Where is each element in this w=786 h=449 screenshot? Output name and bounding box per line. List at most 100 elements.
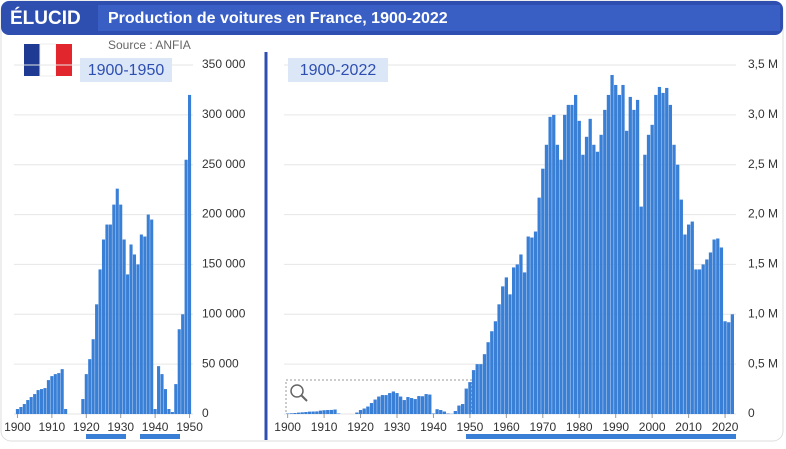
bar [136,264,139,414]
y-tick-label: 0,5 M [748,356,778,370]
bar [421,396,424,414]
x-tick-label: 1980 [566,420,593,434]
bar [105,225,108,414]
bar [490,331,493,414]
bar [603,110,606,414]
x-tick-label: 1950 [457,420,484,434]
bar [486,342,489,414]
bar [618,95,621,414]
bar [428,395,431,414]
bar [185,160,188,414]
bar [399,397,402,414]
bar [116,189,119,414]
bar [181,314,184,414]
bar [64,409,67,414]
bar [527,237,530,414]
bar [414,399,417,414]
bar [599,135,602,414]
bar [439,410,442,414]
bar [683,235,686,414]
x-tick-label: 2010 [675,420,702,434]
bar [377,397,380,414]
bar [534,232,537,414]
bar [308,412,311,414]
bar [188,95,191,414]
bar [150,220,153,414]
bar [545,145,548,414]
bar [417,396,420,414]
y-tick-label: 1,0 M [748,306,778,320]
bar [709,252,712,414]
bar [578,121,581,414]
y-tick-label: 250 000 [202,157,246,171]
bar [47,380,50,414]
bar [381,395,384,414]
scrollbar [466,434,736,439]
y-tick-label: 300 000 [202,107,246,121]
bar [425,394,428,414]
bar [610,75,613,414]
bar [661,93,664,414]
bar [297,413,300,414]
x-tick-label: 1910 [311,420,338,434]
bar [494,321,497,414]
bar [556,145,559,414]
bar [723,321,726,414]
bar [129,244,132,414]
bar [629,97,632,414]
bar [479,364,482,414]
x-tick-label: 2020 [712,420,739,434]
bar [589,119,592,414]
bar [647,135,650,414]
bar [40,389,43,414]
bar [290,413,293,414]
bar [304,412,307,414]
logo: ÉLUCID [10,7,81,29]
x-tick-label: 1900 [274,420,301,434]
bar [468,382,471,414]
bar [443,412,446,414]
bar [157,366,160,414]
y-tick-label: 3,0 M [748,107,778,121]
bar [530,238,533,414]
bar [651,125,654,414]
bar [621,85,624,414]
bar [19,407,22,414]
bar [658,87,661,414]
bar [596,152,599,414]
x-tick-label: 1930 [384,420,411,434]
bar [727,322,730,414]
bar [178,329,181,414]
bar [519,254,522,414]
bar [319,411,322,414]
bar [585,137,588,414]
scrollbar [86,434,126,439]
x-tick-label: 1970 [529,420,556,434]
bar [461,404,464,414]
x-tick-label: 1950 [176,420,203,434]
flag [24,44,72,76]
y-tick-label: 0 [202,406,209,420]
bar [516,264,519,414]
x-tick-label: 1940 [420,420,447,434]
bar [541,169,544,414]
bar [171,412,174,414]
x-tick-label: 1940 [142,420,169,434]
bar [643,155,646,414]
bar [140,235,143,414]
bar [665,88,668,414]
bar [680,200,683,414]
bar [702,264,705,414]
bar [698,269,701,414]
bar [167,409,170,414]
bar [508,294,511,414]
bar [85,374,88,414]
bar [330,410,333,414]
bar [57,373,60,414]
bar [607,95,610,414]
bar [366,407,369,414]
bar [109,225,112,414]
bar [154,409,157,414]
bar [293,413,296,414]
y-tick-label: 0 [748,406,755,420]
